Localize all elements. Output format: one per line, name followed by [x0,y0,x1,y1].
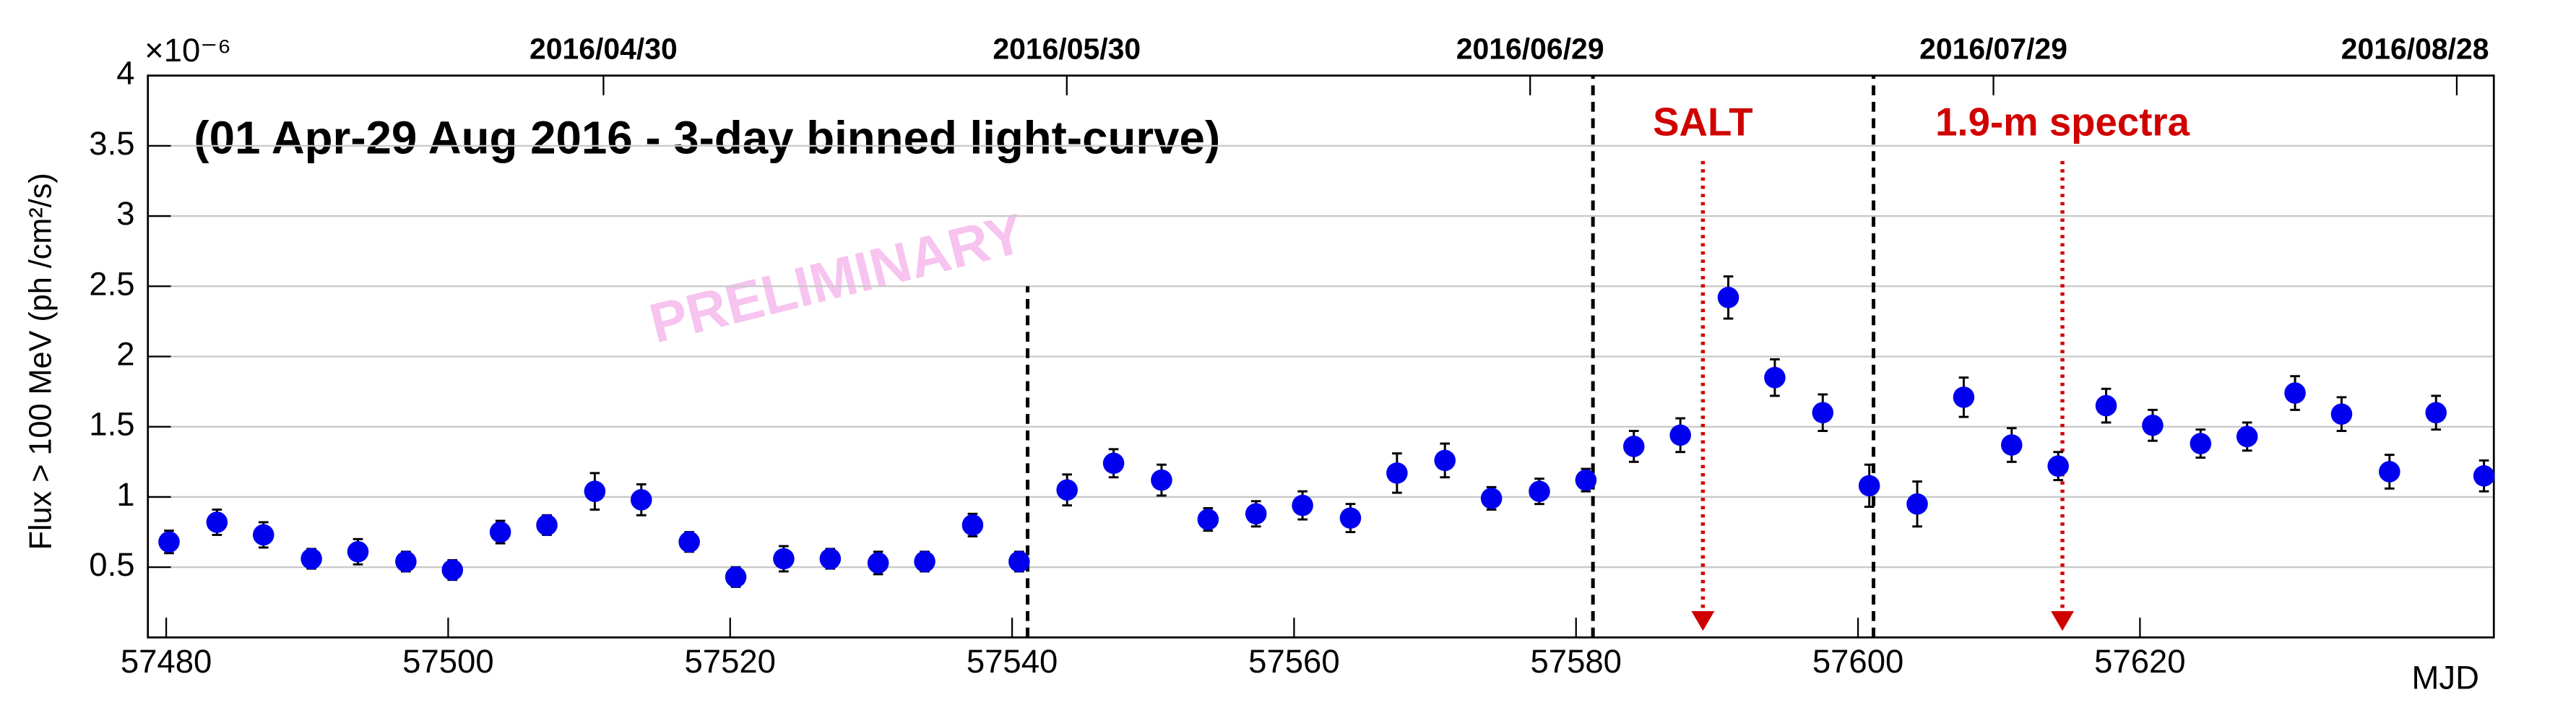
data-point [1339,507,1362,529]
data-point [536,514,558,536]
data-point [1529,480,1550,502]
x-tick-label: 57600 [1812,643,1903,680]
y-tick-label: 1 [116,476,134,513]
plot-frame [147,74,2495,639]
y-tick-label: 1.5 [89,406,134,443]
x-tick-label: 57480 [121,643,212,680]
y-tick-label: 2 [116,336,134,373]
data-point [1812,402,1834,424]
x-axis-label: MJD [2412,660,2479,696]
data-point [1056,479,1078,501]
annotation-arrowhead [1691,611,1715,631]
data-point [819,548,842,570]
y-exponent: ×10⁻⁶ [144,32,231,69]
data-point [1953,386,1975,408]
data-point [489,521,511,543]
data-point [1008,550,1030,573]
data-point [1197,509,1219,530]
x-tick-label: 57580 [1531,643,1622,680]
data-point [347,540,369,563]
data-point [2473,464,2495,487]
data-point [2330,403,2353,425]
x2-tick-label: 2016/05/30 [993,32,1141,65]
data-point [2001,434,2023,456]
data-point [1480,488,1503,509]
data-point [2425,402,2447,424]
y-tick-label: 0.5 [89,546,134,583]
data-point [2284,382,2306,404]
data-point [2236,425,2258,448]
data-point [1151,469,1172,491]
chart-title: (01 Apr-29 Aug 2016 - 3-day binned light… [194,112,1220,163]
data-point [631,489,652,511]
data-point [2047,455,2069,477]
x-tick-label: 57520 [685,643,776,680]
x-tick-label: 57620 [2094,643,2185,680]
x2-tick-label: 2016/07/29 [1919,32,2067,65]
y-axis-label: Flux > 100 MeV (ph /cm²/s) [24,173,59,550]
data-point [395,550,417,573]
x-tick-label: 57540 [967,643,1058,680]
data-point [252,524,275,546]
x2-tick-label: 2016/04/30 [530,32,678,65]
data-point [1434,449,1456,472]
data-point [678,531,700,553]
data-point [1575,469,1597,491]
data-point [725,566,747,588]
y-tick-label: 3 [116,195,134,232]
data-point [773,548,795,570]
data-point [1292,494,1313,517]
data-point [914,550,935,573]
y-tick-label: 2.5 [89,265,134,302]
data-point [1622,436,1645,457]
data-point [301,548,322,570]
data-point [2379,461,2400,483]
data-point [867,552,889,574]
x-tick-label: 57500 [402,643,493,680]
data-point [961,514,984,536]
data-point [1764,366,1786,389]
x-tick-label: 57560 [1248,643,1339,680]
y-tick-label: 4 [116,55,134,92]
data-point [1386,462,1408,484]
data-point [1858,475,1880,497]
x2-tick-label: 2016/06/29 [1456,32,1604,65]
data-point [158,531,180,553]
data-point [1906,493,1928,515]
data-point [2142,414,2164,436]
data-point [1102,452,1125,475]
data-point [1717,287,1739,308]
data-point [206,511,228,533]
x2-tick-label: 2016/08/28 [2341,32,2489,65]
data-point [2190,433,2212,454]
data-point [441,559,464,581]
annotation-label: SALT [1653,100,1752,144]
data-point [1245,503,1267,525]
data-point [1669,424,1691,446]
data-point [584,480,606,502]
annotation-label: 1.9-m spectra [1935,100,2190,144]
data-point [2095,394,2117,417]
annotation-arrowhead [2051,611,2074,631]
y-tick-label: 3.5 [89,125,134,162]
